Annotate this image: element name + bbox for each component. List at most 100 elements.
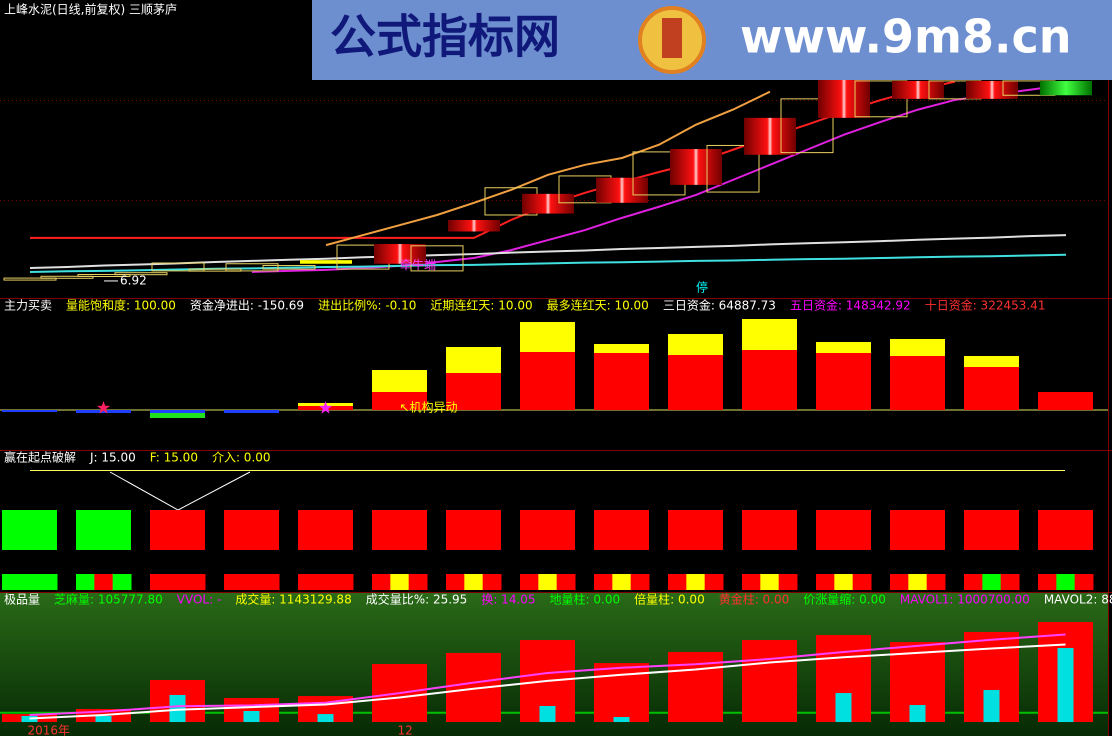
indicator-label: 价涨量缩: 0.00 — [803, 592, 886, 607]
bar-segment — [150, 410, 205, 413]
signal-strip — [2, 574, 21, 590]
candle — [892, 80, 944, 99]
volume-bar — [169, 694, 186, 723]
volume-bar — [1057, 647, 1074, 723]
indicator-label: 主力买卖 — [4, 299, 52, 313]
signal-strip — [668, 574, 687, 590]
signal-block — [372, 510, 427, 550]
signal-strip — [316, 574, 336, 590]
candle — [706, 144, 760, 193]
signal-strip — [908, 574, 928, 590]
signal-block — [1038, 510, 1093, 550]
indicator-label: MAVOL1: 1000700.00 — [900, 593, 1030, 607]
bar-segment — [742, 319, 797, 350]
signal-strip — [594, 574, 613, 590]
signal-strip — [964, 574, 983, 590]
candle — [151, 262, 205, 272]
bar-segment — [150, 413, 205, 418]
bar-segment — [520, 352, 575, 410]
signal-strip — [1000, 574, 1020, 590]
volume-bar — [983, 689, 1000, 723]
candle — [300, 260, 352, 264]
bar-segment — [446, 347, 501, 373]
signal-strip — [520, 574, 539, 590]
star — [318, 401, 333, 414]
candle — [40, 275, 94, 279]
signal-strip — [260, 574, 280, 590]
star — [96, 401, 111, 414]
signal-strip — [890, 574, 909, 590]
candle — [374, 244, 426, 264]
indicator-label: VVOL: - — [177, 593, 222, 607]
bar-segment — [372, 392, 427, 410]
signal-block — [150, 510, 205, 550]
signal-strip — [38, 574, 58, 590]
signal-strip — [834, 574, 854, 590]
candle — [77, 273, 131, 277]
banner: 公式指标网 www.9m8.cn — [312, 0, 1112, 80]
signal-block — [76, 510, 131, 550]
candle — [1040, 80, 1092, 96]
stock-title: 上峰水泥(日线,前复权) 三顺茅庐 — [4, 2, 177, 17]
bar-segment — [964, 356, 1019, 367]
bar-segment — [890, 339, 945, 356]
x-label: 12 — [398, 724, 413, 736]
candle — [448, 220, 500, 232]
signal-strip — [926, 574, 946, 590]
signal-strip — [446, 574, 465, 590]
signal-strip — [242, 574, 262, 590]
banner-logo-mark — [662, 18, 682, 58]
annotation: 停 — [696, 280, 708, 295]
signal-strip — [94, 574, 114, 590]
bar-segment — [816, 342, 871, 353]
signal-strip — [390, 574, 410, 590]
signal-strip — [1056, 574, 1076, 590]
signal-strip — [742, 574, 761, 590]
indicator-label: 成交量: 1143129.88 — [235, 592, 351, 607]
candle — [966, 80, 1018, 99]
signal-strip — [298, 574, 317, 590]
indicator-label: 换: 14.05 — [481, 593, 535, 607]
signal-strip — [224, 574, 243, 590]
bar-segment — [964, 367, 1019, 410]
signal-strip — [556, 574, 576, 590]
volume-bar — [243, 710, 260, 723]
indicator-line — [29, 643, 1066, 720]
indicator-label: 资金净进出: -150.69 — [190, 298, 304, 313]
signal-strip — [150, 574, 169, 590]
bar-segment — [816, 353, 871, 410]
bar-segment — [594, 353, 649, 410]
signal-strip — [686, 574, 706, 590]
candle — [522, 193, 574, 214]
signal-block — [594, 510, 649, 550]
signal-block — [890, 510, 945, 550]
indicator-label: 量能饱和度: 100.00 — [66, 298, 176, 313]
signal-strip — [334, 574, 354, 590]
indicator-label: 最多连红天: 10.00 — [547, 298, 649, 313]
candle — [670, 149, 722, 185]
signal-strip — [704, 574, 724, 590]
signal-strip — [816, 574, 835, 590]
indicator-label: J: 15.00 — [89, 451, 136, 465]
x-label: 2016年 — [28, 724, 71, 736]
signal-block — [668, 510, 723, 550]
candle — [188, 268, 242, 272]
volume-bar — [742, 640, 797, 723]
signal-strip — [982, 574, 1002, 590]
candle — [262, 265, 316, 270]
volume-bar — [594, 663, 649, 723]
signal-strip — [168, 574, 188, 590]
bar-segment — [2, 410, 57, 412]
candle — [114, 272, 168, 276]
indicator-label: 三日资金: 64887.73 — [663, 298, 776, 313]
indicator-label: 成交量比%: 25.95 — [366, 592, 468, 607]
signal-strip — [538, 574, 558, 590]
indicator-line — [325, 90, 771, 247]
signal-strip — [1038, 574, 1057, 590]
bar-segment — [446, 373, 501, 410]
signal-strip — [76, 574, 95, 590]
signal-strip — [760, 574, 780, 590]
